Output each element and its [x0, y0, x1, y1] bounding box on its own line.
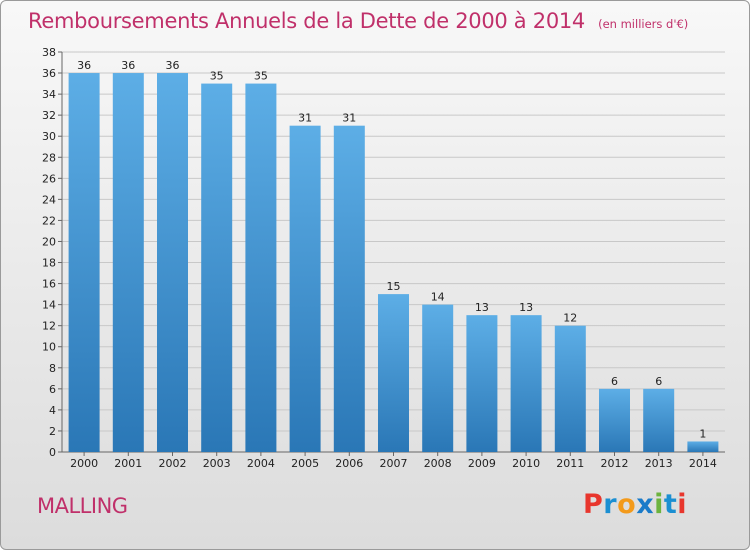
x-tick-label: 2007 [380, 457, 408, 470]
y-tick-label: 28 [42, 151, 56, 164]
chart-title-text: Remboursements Annuels de la Dette de 20… [28, 9, 585, 33]
bar-2000 [68, 73, 100, 452]
x-tick-label: 2002 [159, 457, 187, 470]
bar-2001 [112, 73, 144, 452]
bar-2003 [201, 83, 233, 452]
y-tick-label: 16 [42, 278, 56, 291]
y-tick-label: 20 [42, 235, 56, 248]
bar-value-label: 1 [699, 427, 706, 440]
logo-letter: P [583, 489, 604, 520]
y-tick-label: 26 [42, 172, 56, 185]
bar-2007 [378, 294, 409, 452]
x-tick-label: 2014 [689, 457, 717, 470]
logo-letter: i [677, 489, 688, 520]
x-tick-label: 2011 [556, 457, 584, 470]
logo-letter: i [654, 489, 664, 520]
logo-letter: r [603, 489, 618, 520]
y-tick-label: 10 [42, 341, 56, 354]
bar-value-label: 12 [563, 312, 577, 325]
bar-value-label: 35 [210, 70, 224, 83]
bar-value-label: 31 [298, 112, 312, 125]
chart-title: Remboursements Annuels de la Dette de 20… [28, 9, 688, 33]
x-tick-label: 2013 [645, 457, 673, 470]
bar-value-label: 15 [387, 280, 401, 293]
bar-value-label: 36 [121, 59, 135, 72]
x-tick-label: 2009 [468, 457, 496, 470]
x-tick-label: 2006 [335, 457, 363, 470]
bar-2011 [554, 325, 586, 452]
y-tick-label: 4 [49, 404, 56, 417]
bar-2006 [333, 125, 365, 453]
y-tick-label: 8 [49, 362, 56, 375]
x-axis: 2000 2001 2002 2003 2004 2005 2006 2007 2008 2009… [70, 452, 717, 470]
y-tick-label: 12 [42, 320, 56, 333]
y-tick-label: 0 [49, 446, 56, 459]
logo-letter: o [617, 489, 637, 520]
x-tick-label: 2012 [601, 457, 629, 470]
proxiti-logo[interactable]: Proxiti [583, 489, 687, 520]
bar-value-label: 14 [431, 291, 445, 304]
bar-2008 [422, 304, 454, 452]
bar-2009 [466, 315, 498, 452]
commune-name: MALLING [37, 494, 128, 518]
bar-2002 [157, 73, 188, 452]
x-tick-label: 2004 [247, 457, 275, 470]
y-tick-label: 36 [42, 67, 56, 80]
x-tick-label: 2000 [70, 457, 98, 470]
bar-value-label: 13 [475, 301, 489, 314]
chart-subtitle: (en milliers d'€) [598, 17, 689, 31]
logo-letter: t [663, 489, 678, 520]
y-tick-label: 34 [42, 88, 56, 101]
bar-value-label: 13 [519, 301, 533, 314]
y-tick-label: 18 [42, 257, 56, 270]
y-tick-label: 32 [42, 109, 56, 122]
y-tick-label: 24 [42, 193, 56, 206]
x-tick-label: 2010 [512, 457, 540, 470]
bar-value-label: 6 [655, 375, 662, 388]
bars: 36 36 36 35 35 31 31 15 14 13 13 12 6 6 1 [68, 59, 719, 453]
x-tick-label: 2005 [291, 457, 319, 470]
bar-value-label: 31 [342, 112, 356, 125]
bar-2012 [599, 388, 630, 452]
y-tick-label: 2 [49, 425, 56, 438]
y-tick-label: 22 [42, 214, 56, 227]
y-tick-label: 6 [49, 383, 56, 396]
bar-value-label: 36 [77, 59, 91, 72]
logo-letter: x [636, 489, 655, 520]
bar-2005 [289, 125, 321, 453]
y-tick-label: 38 [42, 46, 56, 59]
bar-2010 [510, 315, 542, 452]
bar-2004 [245, 83, 277, 452]
x-tick-label: 2008 [424, 457, 452, 470]
y-tick-label: 30 [42, 130, 56, 143]
x-tick-label: 2001 [114, 457, 142, 470]
x-tick-label: 2003 [203, 457, 231, 470]
bar-2013 [643, 388, 675, 452]
bar-value-label: 36 [166, 59, 180, 72]
bar-value-label: 6 [611, 375, 618, 388]
bar-value-label: 35 [254, 70, 268, 83]
y-tick-label: 14 [42, 299, 56, 312]
bar-2014 [687, 441, 719, 452]
